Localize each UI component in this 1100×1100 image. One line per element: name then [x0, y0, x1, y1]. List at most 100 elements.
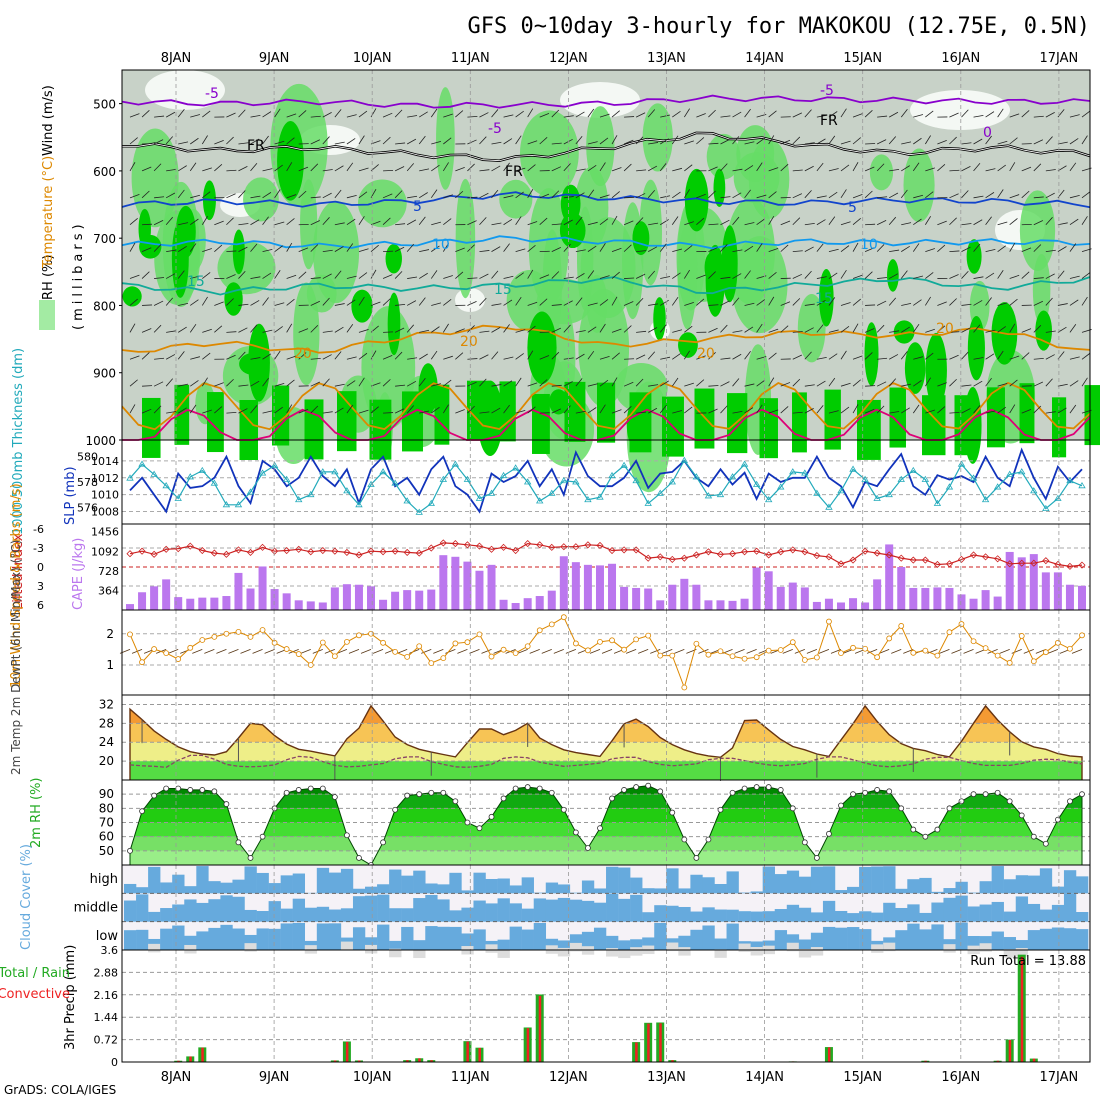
precip-tick: 1.44 [94, 1011, 119, 1024]
rh-point [681, 836, 688, 843]
wind-barb [1069, 243, 1077, 252]
cloud-fill [256, 872, 269, 894]
wind-barb [925, 352, 934, 360]
cloud-fill [545, 882, 559, 894]
wind-barb [696, 193, 706, 199]
rh-moist-region [519, 110, 579, 197]
cape-bar [198, 597, 207, 610]
cape-bar [391, 591, 400, 610]
thickness-point [463, 475, 472, 482]
wind-barb [346, 243, 354, 252]
wind-barb [1069, 162, 1077, 172]
wind-barb [599, 137, 609, 145]
rh-band [130, 808, 1082, 823]
temp-band [130, 705, 1082, 724]
wind-barb [876, 244, 885, 252]
wind-barb [961, 408, 971, 414]
wind-barb [840, 164, 850, 172]
li-point [957, 555, 966, 563]
cloud-fill [834, 910, 848, 922]
temp-tick: 24 [99, 735, 114, 749]
wind-barb [165, 354, 176, 360]
day-label-top: 10JAN [353, 51, 392, 66]
wind-barb [515, 409, 526, 414]
cloud-fill [834, 890, 848, 894]
wind-barb [925, 296, 931, 306]
cloud-fill [389, 869, 402, 894]
wind-barb [816, 405, 824, 414]
wind-barb [1069, 380, 1079, 387]
wind-barb [648, 303, 659, 306]
wind-speed-point [934, 652, 941, 659]
wind-barb [961, 270, 969, 279]
wind-barb [177, 351, 185, 360]
rh-saturated-region [705, 244, 725, 317]
wind-barb [358, 248, 369, 253]
wind-barb [647, 165, 658, 172]
cloud-fill [401, 875, 414, 894]
li-point [861, 547, 869, 555]
wind-barb [358, 377, 365, 387]
wind-barb [238, 166, 248, 172]
day-label-bottom: 12JAN [549, 1070, 588, 1085]
wind-barb [286, 404, 293, 414]
wind-barb [756, 194, 767, 199]
wind-barb [515, 248, 526, 253]
cloud-fill [437, 926, 450, 950]
cape-bar [523, 598, 532, 610]
wind-barb [744, 407, 754, 414]
wind-speed-point [862, 645, 868, 652]
wind-barb [780, 301, 791, 306]
cloud-low-gap [184, 944, 197, 954]
wind-barb [949, 378, 957, 387]
cape-tick: 728 [98, 565, 119, 578]
thickness-point [451, 460, 460, 467]
wind-barb [756, 323, 763, 333]
wind-barb [517, 649, 528, 654]
cape-bar [740, 598, 749, 610]
wind-barb [575, 168, 586, 172]
wind-barb [177, 245, 187, 252]
cloud-fill [509, 926, 522, 950]
wind-barb [804, 190, 812, 199]
li-point [307, 548, 315, 556]
cloud-fill [136, 894, 149, 922]
wind-barb [804, 142, 815, 145]
wind-barb [551, 142, 562, 145]
wind-barb [732, 216, 740, 225]
wind-barb [575, 330, 586, 333]
li-point [1066, 562, 1074, 570]
wind-barb [551, 247, 562, 252]
wind-speed-point [946, 629, 953, 636]
rh-moist-region [361, 306, 416, 430]
cloud-low-gap [618, 949, 631, 959]
li-point [933, 560, 941, 569]
cloud-fill [533, 898, 547, 922]
wind-barb [780, 325, 789, 333]
wind-barb [430, 189, 438, 199]
thickness-point [282, 475, 291, 482]
wind-barb [515, 110, 524, 118]
cloud-fill [208, 881, 221, 894]
wind-barb [660, 219, 669, 226]
wind-barb [214, 164, 223, 172]
wind-barb [684, 221, 694, 226]
wind-barb [1009, 162, 1016, 172]
wind-barb [828, 377, 836, 387]
wind-barb [443, 218, 452, 226]
cloud-fill [304, 907, 318, 922]
cape-bar [969, 598, 978, 610]
isotherm-label: FR [505, 164, 523, 180]
wind-barb [419, 192, 428, 199]
wind-barb [672, 353, 681, 360]
precip-conv-bar [647, 1023, 650, 1062]
wind-barb [250, 162, 258, 172]
wind-barb [491, 384, 502, 387]
day-label-bottom: 17JAN [1040, 1070, 1079, 1085]
cloud-fill [847, 886, 860, 894]
thickness-point [222, 501, 231, 508]
wind-speed-point [741, 655, 748, 662]
wind-barb [418, 135, 426, 145]
wind-speed-point [801, 657, 808, 663]
wind-barb [286, 355, 297, 360]
